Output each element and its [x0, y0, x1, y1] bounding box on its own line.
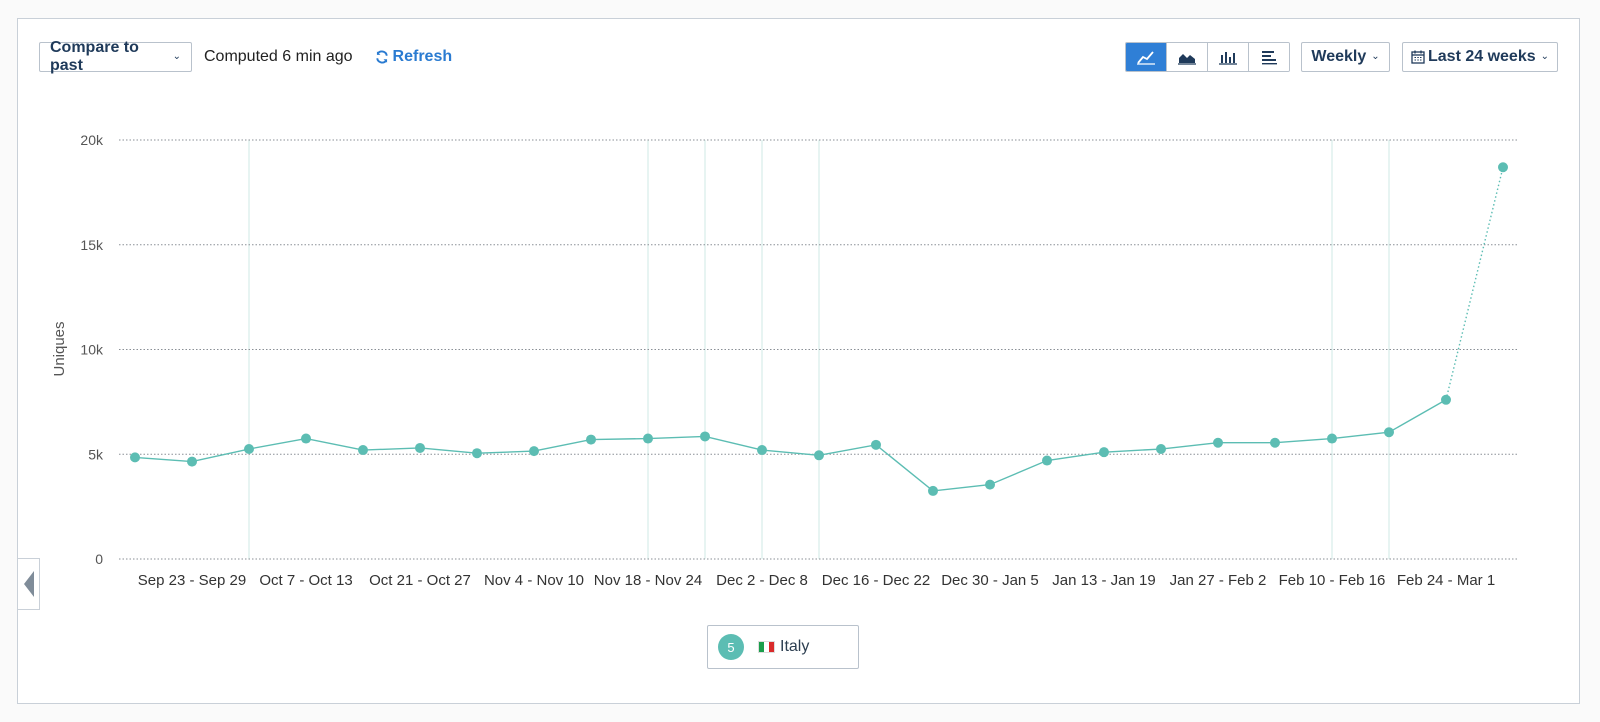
y-tick-label: 0: [95, 551, 103, 567]
gridlines: [119, 139, 1518, 560]
chevron-down-icon: ⌄: [1540, 50, 1549, 62]
data-point[interactable]: [1099, 447, 1109, 458]
x-tick-label: Dec 16 - Dec 22: [822, 572, 930, 589]
data-point[interactable]: [757, 445, 767, 456]
caret-left-icon: [23, 571, 34, 597]
x-tick-label: Dec 2 - Dec 8: [716, 572, 808, 589]
refresh-button[interactable]: Refresh: [375, 48, 453, 66]
x-tick-label: Oct 7 - Oct 13: [259, 572, 352, 589]
bar-chart-icon: [1219, 52, 1237, 65]
data-point[interactable]: [871, 439, 881, 450]
compare-to-past-label: Compare to past: [50, 39, 139, 74]
series-italy: [130, 162, 1508, 496]
data-point[interactable]: [1213, 437, 1223, 448]
collapse-sidebar-button[interactable]: [18, 558, 40, 610]
line-chart-button[interactable]: [1126, 43, 1167, 71]
horizontal-bar-chart-icon: [1262, 51, 1277, 65]
y-tick-label: 5k: [88, 446, 104, 462]
horizontal-bar-chart-button[interactable]: [1249, 43, 1289, 71]
chevron-down-icon: ⌄: [172, 50, 181, 62]
data-point[interactable]: [1384, 427, 1394, 438]
y-tick-label: 20k: [80, 132, 104, 148]
area-chart-icon: [1178, 54, 1196, 65]
x-tick-label: Dec 30 - Jan 5: [941, 572, 1039, 589]
x-tick-label: Feb 24 - Mar 1: [1397, 572, 1495, 589]
data-point[interactable]: [529, 446, 539, 457]
chart-panel: Compare to past ⌄ Computed 6 min ago Ref…: [17, 18, 1580, 704]
x-tick-label: Jan 13 - Jan 19: [1052, 572, 1155, 589]
date-range-label: Last 24 weeks: [1428, 48, 1536, 65]
data-point[interactable]: [1441, 394, 1451, 405]
series-line-incomplete: [1445, 167, 1504, 400]
data-point[interactable]: [700, 431, 710, 442]
compare-to-past-dropdown[interactable]: Compare to past ⌄: [39, 39, 192, 74]
legend-item-italy[interactable]: 5 Italy: [707, 625, 859, 669]
data-point[interactable]: [928, 485, 938, 496]
interval-label: Weekly: [1311, 48, 1367, 65]
data-point[interactable]: [301, 433, 311, 444]
data-point[interactable]: [1156, 444, 1166, 455]
data-point[interactable]: [358, 445, 368, 456]
y-tick-label: 15k: [80, 237, 104, 253]
data-point[interactable]: [985, 479, 995, 490]
toolbar-left: Compare to past ⌄ Computed 6 min ago Ref…: [39, 39, 453, 74]
data-point[interactable]: [1327, 433, 1337, 444]
data-point[interactable]: [1498, 162, 1508, 173]
italy-flag-icon: [758, 641, 775, 653]
data-point[interactable]: [244, 444, 254, 455]
series-line: [134, 399, 1447, 492]
y-axis-tick-labels: 0 5k 10k 15k 20k: [80, 132, 104, 567]
toolbar-right: Weekly ⌄ Last 24 weeks ⌄: [1125, 41, 1558, 73]
interval-dropdown[interactable]: Weekly ⌄: [1301, 42, 1390, 72]
data-point[interactable]: [1270, 437, 1280, 448]
data-point[interactable]: [1042, 455, 1052, 466]
x-tick-label: Feb 10 - Feb 16: [1279, 572, 1386, 589]
y-tick-label: 10k: [80, 342, 104, 358]
legend-label: Italy: [780, 638, 810, 655]
legend-badge: 5: [718, 634, 744, 660]
x-axis-tick-labels: Sep 23 - Sep 29 Oct 7 - Oct 13 Oct 21 - Oc…: [138, 572, 1495, 589]
x-tick-label: Nov 4 - Nov 10: [484, 572, 584, 589]
data-point[interactable]: [472, 448, 482, 459]
x-tick-label: Jan 27 - Feb 2: [1170, 572, 1267, 589]
date-range-dropdown[interactable]: Last 24 weeks ⌄: [1402, 42, 1558, 72]
chart-type-selector: [1125, 42, 1290, 72]
data-point[interactable]: [130, 452, 140, 463]
data-point[interactable]: [415, 442, 425, 453]
bar-chart-button[interactable]: [1208, 43, 1249, 71]
x-tick-label: Nov 18 - Nov 24: [594, 572, 702, 589]
data-point[interactable]: [643, 433, 653, 444]
x-tick-label: Oct 21 - Oct 27: [369, 572, 471, 589]
data-point[interactable]: [814, 450, 824, 461]
refresh-icon: [375, 50, 388, 64]
chevron-down-icon: ⌄: [1371, 50, 1380, 62]
x-tick-label: Sep 23 - Sep 29: [138, 572, 246, 589]
computed-status: Computed 6 min ago: [204, 48, 353, 65]
y-axis-title: Uniques: [51, 321, 68, 376]
area-chart-button[interactable]: [1167, 43, 1208, 71]
data-point[interactable]: [187, 456, 197, 467]
line-chart-icon: [1137, 51, 1155, 65]
refresh-label: Refresh: [392, 48, 453, 65]
data-point[interactable]: [586, 434, 596, 445]
calendar-icon: [1411, 50, 1425, 64]
line-chart: 0 5k 10k 15k 20k Uniques Sep 23 - Sep 29 Oct …: [51, 132, 1518, 589]
